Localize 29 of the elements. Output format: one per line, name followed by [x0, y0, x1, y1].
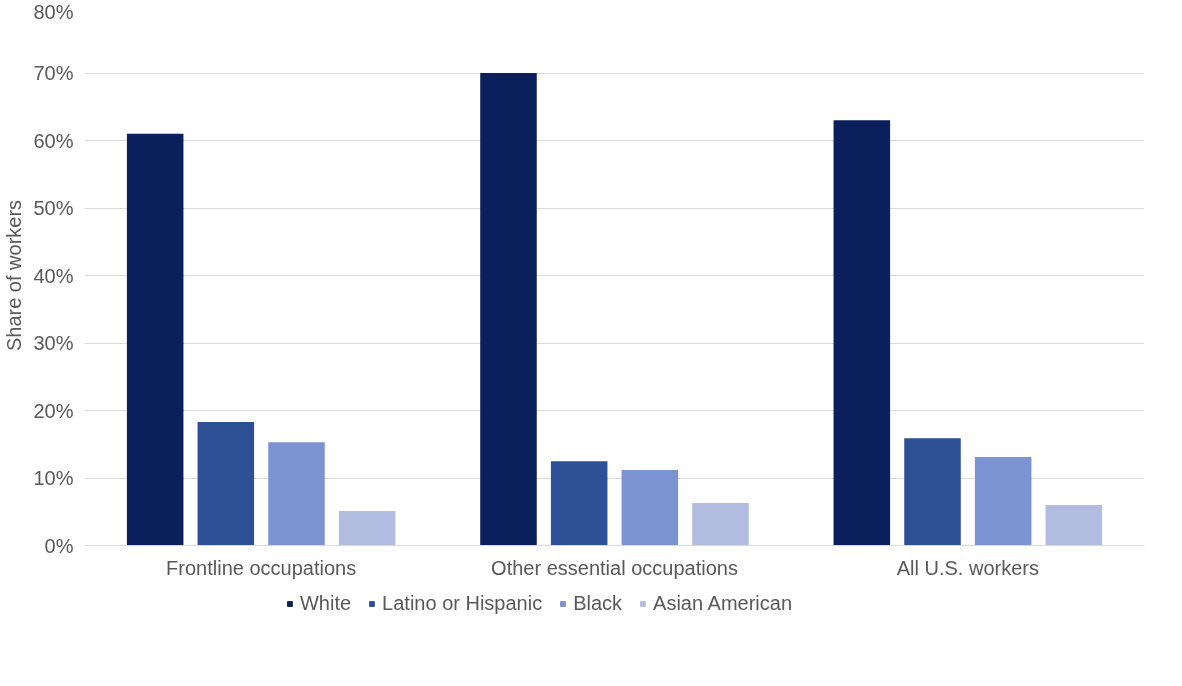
y-tick-label: 60%	[33, 129, 74, 152]
y-tick-label: 80%	[33, 0, 74, 23]
bar	[268, 442, 325, 546]
legend-label: Latino or Hispanic	[382, 591, 543, 615]
y-axis-title: Share of workers	[3, 199, 26, 352]
bar	[550, 461, 608, 546]
bar	[480, 73, 537, 546]
y-tick-label: 70%	[33, 62, 74, 84]
legend-label: White	[299, 591, 352, 615]
bar	[197, 421, 255, 546]
bar	[621, 469, 679, 546]
y-tick-label: 30%	[33, 332, 74, 354]
y-tick-label: 0%	[44, 534, 74, 557]
bar	[692, 502, 749, 546]
bar	[833, 120, 891, 546]
bar	[974, 457, 1032, 546]
y-tick-label: 40%	[33, 264, 74, 287]
legend-label: Asian American	[653, 591, 793, 615]
y-tick-label: 10%	[33, 467, 74, 489]
bar	[126, 133, 184, 546]
x-tick-label: All U.S. workers	[896, 556, 1039, 579]
bar	[1045, 505, 1103, 546]
y-tick-label: 50%	[33, 197, 74, 219]
x-tick-label: Frontline occupations	[166, 556, 357, 579]
bar	[904, 438, 961, 546]
y-tick-label: 20%	[33, 399, 74, 422]
bar	[338, 511, 396, 546]
x-tick-label: Other essential occupations	[491, 556, 738, 579]
legend-label: Black	[573, 591, 623, 615]
